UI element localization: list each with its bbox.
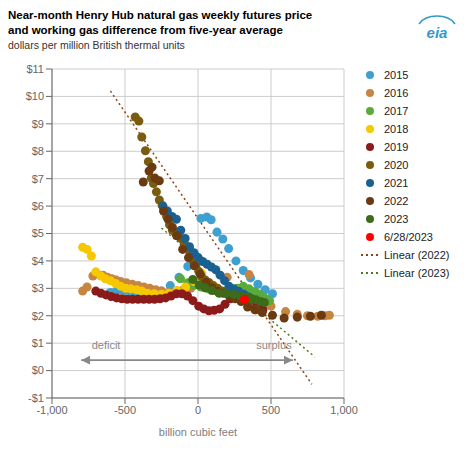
svg-text:-1,000: -1,000: [36, 404, 67, 416]
html-text:2016: 2016: [384, 87, 409, 99]
html-text:Linear (2023): Linear (2023): [384, 267, 450, 279]
html-text:2015: 2015: [384, 69, 409, 81]
html-text:2022: 2022: [384, 195, 409, 207]
svg-text:eia: eia: [427, 24, 448, 41]
svg-text:500: 500: [262, 404, 280, 416]
html-text:and working gas difference fro: and working gas difference from five-yea…: [8, 24, 283, 36]
svg-text:$7: $7: [32, 173, 44, 185]
svg-text:$3: $3: [32, 282, 44, 294]
html-text:2020: 2020: [384, 159, 409, 171]
svg-text:$10: $10: [26, 90, 44, 102]
svg-text:$8: $8: [32, 145, 44, 157]
svg-text:surplus: surplus: [256, 339, 292, 351]
svg-text:$9: $9: [32, 118, 44, 130]
svg-text:0: 0: [195, 404, 201, 416]
svg-text:$1: $1: [32, 337, 44, 349]
html-text:2023: 2023: [384, 213, 409, 225]
svg-text:1,000: 1,000: [330, 404, 358, 416]
svg-text:$0: $0: [32, 364, 44, 376]
html-text:dollars per million British th: dollars per million British thermal unit…: [8, 39, 185, 51]
svg-text:-$1: -$1: [28, 392, 44, 404]
html-text:Near-month Henry Hub natural g: Near-month Henry Hub natural gas weekly …: [8, 9, 313, 21]
html-text:2017: 2017: [384, 105, 409, 117]
html-text:2019: 2019: [384, 141, 409, 153]
svg-text:$2: $2: [32, 310, 44, 322]
svg-text:billion cubic feet: billion cubic feet: [159, 426, 237, 438]
svg-text:$11: $11: [26, 63, 44, 75]
svg-text:deficit: deficit: [92, 339, 121, 351]
svg-text:-500: -500: [114, 404, 136, 416]
svg-text:$5: $5: [32, 227, 44, 239]
html-text:2018: 2018: [384, 123, 409, 135]
html-text:6/28/2023: 6/28/2023: [384, 231, 433, 243]
svg-text:$4: $4: [32, 255, 44, 267]
svg-text:$6: $6: [32, 200, 44, 212]
html-text:2021: 2021: [384, 177, 409, 189]
html-text:Linear (2022): Linear (2022): [384, 249, 450, 261]
